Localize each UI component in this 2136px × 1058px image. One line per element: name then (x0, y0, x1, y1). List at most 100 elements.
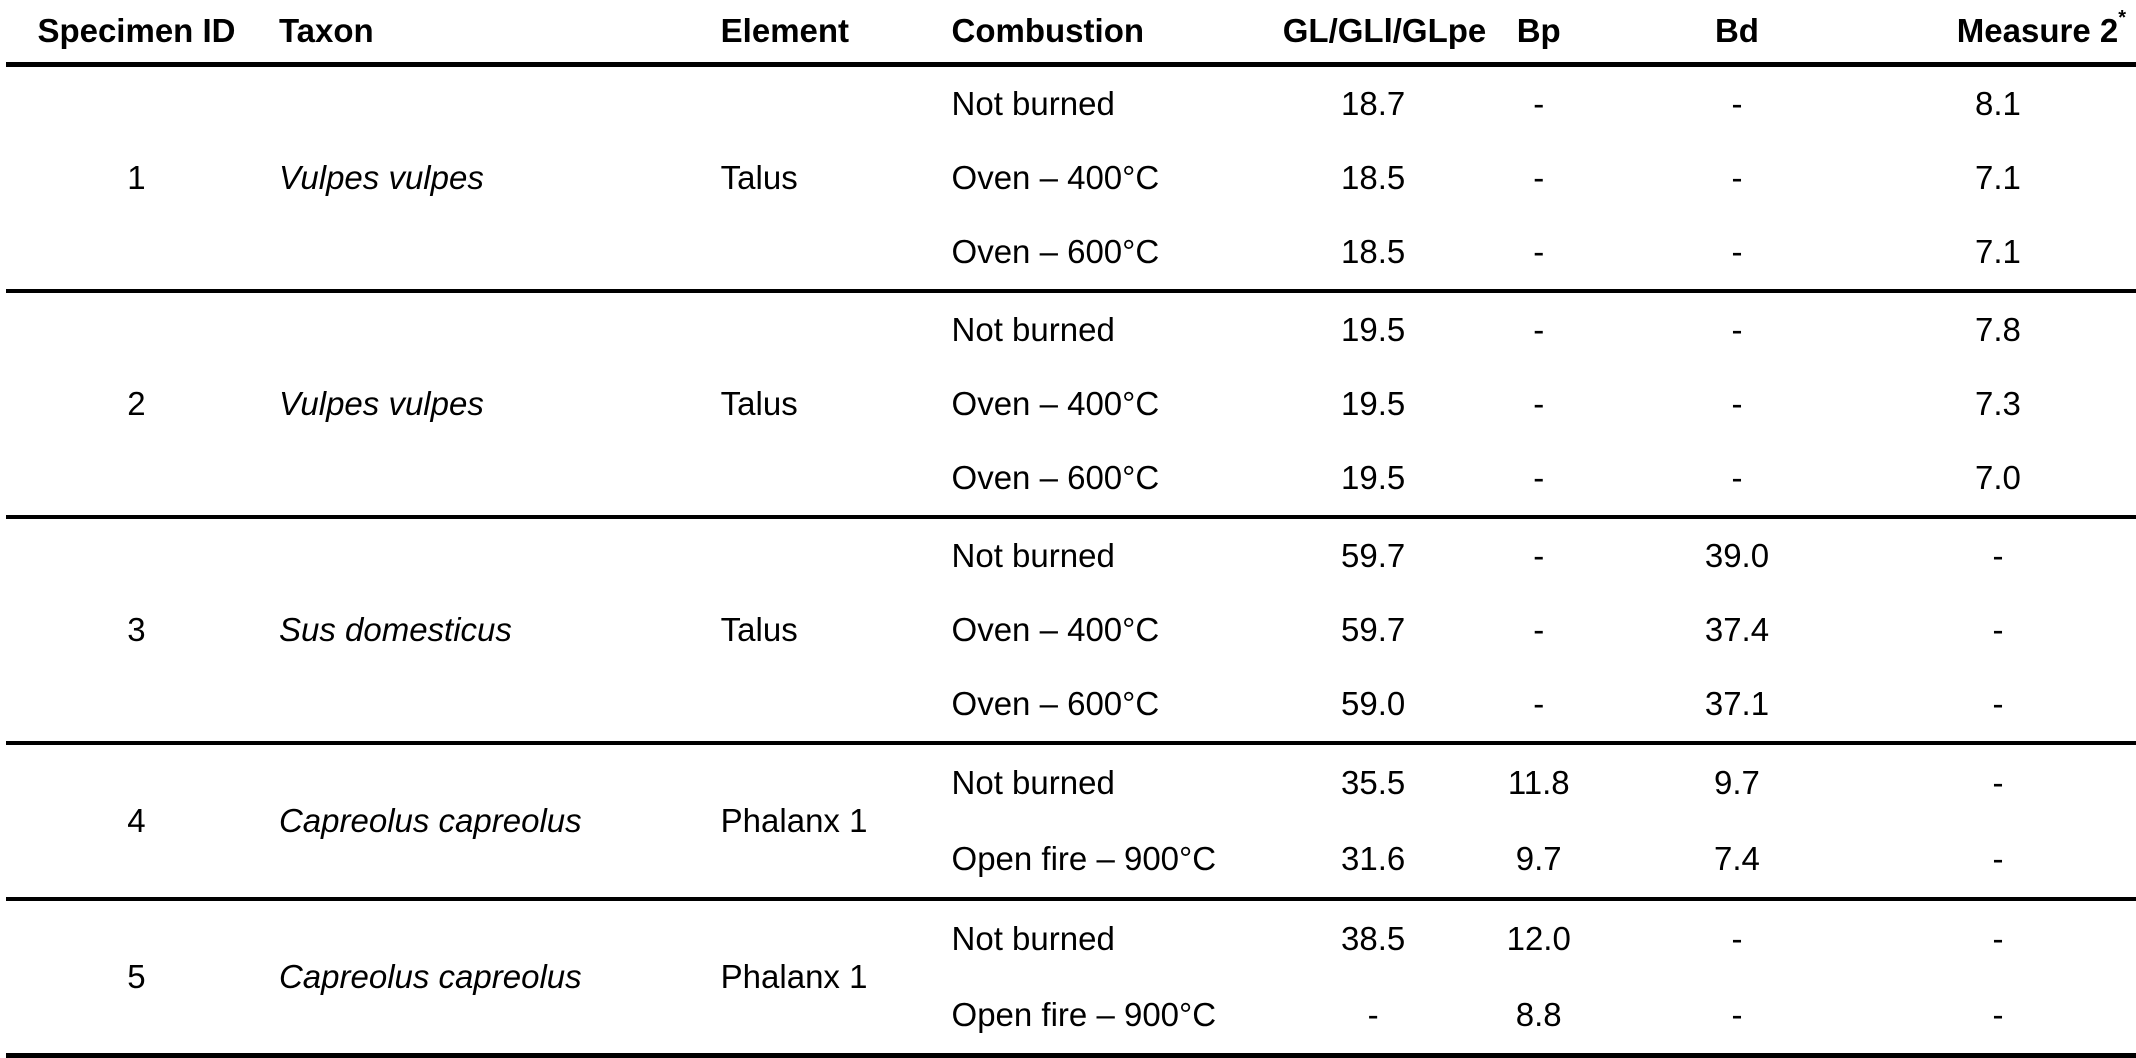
measure2-cell: - (1992, 537, 2004, 574)
table-row: Open fire – 900°C 31.6 9.7 7.4 - (6, 821, 2136, 899)
bp-cell: - (1533, 611, 1545, 648)
table-header: Specimen ID Taxon Element Combustion GL/… (6, 0, 2136, 67)
header-bp: Bp (1463, 0, 1614, 67)
bp-cell: - (1533, 459, 1545, 496)
gl-cell: 19.5 (1340, 311, 1406, 348)
taxon-cell: Capreolus capreolus (278, 958, 582, 995)
bd-cell: 7.4 (1714, 840, 1760, 877)
measure2-cell: 7.1 (1975, 159, 2021, 196)
combustion-cell: Not burned (951, 311, 1115, 348)
table-row: 2 Vulpes vulpes Talus Not burned 19.5 - … (6, 291, 2136, 422)
header-measure2-label: Measure 2 (1956, 12, 2119, 49)
header-specimen-id: Specimen ID (6, 0, 267, 67)
taxon-cell: Vulpes vulpes (278, 385, 484, 422)
taxon-cell: Capreolus capreolus (278, 802, 582, 839)
combustion-cell: Open fire – 900°C (951, 840, 1217, 877)
element-cell: Phalanx 1 (720, 958, 868, 995)
measure2-cell: 7.0 (1975, 459, 2021, 496)
element-cell: Talus (720, 159, 798, 196)
bd-cell: 37.4 (1704, 611, 1770, 648)
table-row: Oven – 600°C 59.0 - 37.1 - (6, 667, 2136, 743)
measure2-cell: 7.1 (1975, 233, 2021, 270)
combustion-cell: Oven – 600°C (951, 459, 1160, 496)
header-gl: GL/GLl/GLpe (1282, 0, 1486, 67)
bd-cell: 9.7 (1714, 764, 1760, 801)
table-row: 5 Capreolus capreolus Phalanx 1 Not burn… (6, 899, 2136, 995)
header-element: Element (720, 0, 952, 67)
measure2-cell: 7.3 (1975, 385, 2021, 422)
table-row: 4 Capreolus capreolus Phalanx 1 Not burn… (6, 743, 2136, 839)
table-row: 1 Vulpes vulpes Talus Not burned 18.7 - … (6, 65, 2136, 196)
specimen-id-cell: 2 (127, 385, 146, 422)
header-row: Specimen ID Taxon Element Combustion GL/… (6, 0, 2136, 67)
gl-cell: 38.5 (1340, 920, 1406, 957)
specimen-group-3: 3 Sus domesticus Talus Not burned 59.7 -… (6, 517, 2136, 743)
gl-cell: 18.5 (1340, 159, 1406, 196)
gl-cell: 59.7 (1340, 537, 1406, 574)
taxon-cell: Sus domesticus (278, 611, 512, 648)
bp-cell: - (1533, 233, 1545, 270)
combustion-cell: Oven – 400°C (951, 611, 1160, 648)
specimen-id-cell: 1 (127, 159, 146, 196)
gl-cell: 19.5 (1340, 385, 1406, 422)
measure2-cell: 7.8 (1975, 311, 2021, 348)
specimen-group-4: 4 Capreolus capreolus Phalanx 1 Not burn… (6, 743, 2136, 899)
gl-cell: - (1367, 996, 1379, 1033)
bd-cell: - (1731, 996, 1743, 1033)
bp-cell: 8.8 (1515, 996, 1562, 1033)
measurements-table-container: Specimen ID Taxon Element Combustion GL/… (6, 0, 2136, 1058)
gl-cell: 18.5 (1340, 233, 1406, 270)
measurements-table: Specimen ID Taxon Element Combustion GL/… (6, 0, 2136, 1058)
element-cell: Talus (720, 611, 798, 648)
bd-cell: - (1731, 159, 1743, 196)
table-row: 3 Sus domesticus Talus Not burned 59.7 -… (6, 517, 2136, 648)
bp-cell: - (1533, 385, 1545, 422)
bp-cell: - (1533, 685, 1545, 722)
bp-cell: - (1533, 537, 1545, 574)
measure2-cell: - (1992, 996, 2004, 1033)
bd-cell: - (1731, 85, 1743, 122)
gl-cell: 59.0 (1340, 685, 1406, 722)
specimen-group-1: 1 Vulpes vulpes Talus Not burned 18.7 - … (6, 65, 2136, 291)
specimen-id-cell: 3 (127, 611, 146, 648)
taxon-cell: Vulpes vulpes (278, 159, 484, 196)
table-row: Oven – 600°C 18.5 - - 7.1 (6, 215, 2136, 291)
bp-cell: 11.8 (1507, 764, 1570, 801)
header-bd: Bd (1614, 0, 1860, 67)
combustion-cell: Oven – 400°C (951, 385, 1160, 422)
gl-cell: 19.5 (1340, 459, 1406, 496)
combustion-cell: Not burned (951, 920, 1115, 957)
bp-cell: - (1533, 311, 1545, 348)
header-measure2: Measure 2* (1859, 0, 2136, 67)
header-combustion: Combustion (951, 0, 1283, 67)
bd-cell: - (1731, 385, 1743, 422)
bd-cell: - (1731, 920, 1743, 957)
bd-cell: - (1731, 233, 1743, 270)
footnote-marker: * (2118, 7, 2126, 29)
combustion-cell: Not burned (951, 764, 1115, 801)
element-cell: Phalanx 1 (720, 802, 868, 839)
gl-cell: 35.5 (1340, 764, 1406, 801)
specimen-group-2: 2 Vulpes vulpes Talus Not burned 19.5 - … (6, 291, 2136, 517)
table-row: Open fire – 900°C - 8.8 - - (6, 977, 2136, 1056)
element-cell: Talus (720, 385, 798, 422)
measure2-cell: - (1992, 920, 2004, 957)
combustion-cell: Oven – 600°C (951, 685, 1160, 722)
gl-cell: 31.6 (1340, 840, 1406, 877)
specimen-id-cell: 5 (127, 958, 146, 995)
bd-cell: 39.0 (1704, 537, 1770, 574)
bd-cell: - (1731, 311, 1743, 348)
bp-cell: - (1533, 85, 1545, 122)
table-row: Oven – 600°C 19.5 - - 7.0 (6, 441, 2136, 517)
bp-cell: 9.7 (1515, 840, 1562, 877)
combustion-cell: Open fire – 900°C (951, 996, 1217, 1033)
table-row: Oven – 400°C 18.5 - - 7.1 (6, 141, 2136, 215)
measure2-cell: - (1992, 764, 2004, 801)
gl-cell: 18.7 (1340, 85, 1406, 122)
measure2-cell: - (1992, 685, 2004, 722)
bd-cell: 37.1 (1704, 685, 1770, 722)
combustion-cell: Oven – 400°C (951, 159, 1160, 196)
gl-cell: 59.7 (1340, 611, 1406, 648)
bp-cell: 12.0 (1506, 920, 1571, 957)
specimen-id-cell: 4 (127, 802, 146, 839)
